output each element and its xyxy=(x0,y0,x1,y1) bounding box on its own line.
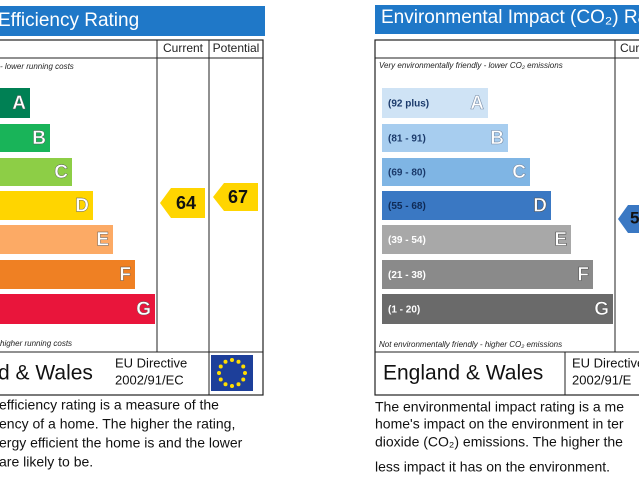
title-bar xyxy=(375,5,639,34)
description-line: are likely to be. xyxy=(0,454,93,470)
band-bar xyxy=(0,191,93,220)
column-header: Cur xyxy=(620,41,639,55)
band-letter: C xyxy=(54,162,68,183)
band-letter: B xyxy=(32,128,46,149)
flag-star xyxy=(230,384,234,388)
description-line: ency of a home. The higher the rating, xyxy=(0,416,235,432)
energy-panel: Efficiency Rating Current Potential - lo… xyxy=(0,6,265,470)
flag-star xyxy=(230,358,234,362)
band-range: (55 - 68) xyxy=(388,201,426,212)
band-letter: C xyxy=(512,162,526,183)
band-bar xyxy=(382,158,530,186)
band-letter: B xyxy=(490,128,504,149)
description-line: less impact it has on the environment. xyxy=(375,459,610,475)
band-letter: F xyxy=(119,265,131,286)
flag-star xyxy=(217,371,221,375)
region: England & Wales xyxy=(383,362,543,385)
eu-flag xyxy=(211,355,253,391)
band-letter: E xyxy=(96,230,109,251)
table-frame xyxy=(374,39,639,396)
description-line: dioxide (CO₂) emissions. The higher the xyxy=(375,434,623,450)
flag-star xyxy=(218,364,223,369)
bottom-note: higher running costs xyxy=(0,339,72,348)
band-letter: G xyxy=(594,299,609,320)
current-arrow xyxy=(618,205,639,233)
band-range: (39 - 54) xyxy=(388,235,426,246)
band-bar xyxy=(0,124,50,152)
flag-star xyxy=(241,364,246,369)
band-bar xyxy=(0,158,72,186)
band-bar xyxy=(0,294,155,324)
band-bar xyxy=(382,294,613,324)
description-line: ergy efficient the home is and the lower xyxy=(0,435,243,451)
directive: EU Directive xyxy=(115,355,187,370)
flag-star xyxy=(218,377,223,382)
bands: (92 plus) A (81 - 91) B (69 - 80) C (55 - 68) D… xyxy=(382,88,613,324)
directive: 2002/91/EC xyxy=(115,372,184,387)
flag-star xyxy=(236,359,241,364)
band-bar xyxy=(382,191,551,220)
directive: EU Directive xyxy=(572,355,639,370)
potential-rating: 67 xyxy=(228,187,248,207)
band-range: (1 - 20) xyxy=(388,305,420,316)
flag-star xyxy=(241,377,246,382)
current-arrow xyxy=(160,188,205,218)
current-rating: 64 xyxy=(176,193,196,213)
band-bar xyxy=(382,88,488,118)
band-letter: A xyxy=(12,93,26,114)
description-line: home's impact on the environment in ter xyxy=(375,416,624,432)
band-letter: G xyxy=(136,299,151,320)
band-bar xyxy=(0,260,135,289)
top-note: - lower running costs xyxy=(0,62,74,71)
directive: 2002/91/E xyxy=(572,372,632,387)
column-header: Potential xyxy=(213,41,260,55)
description-line: The environmental impact rating is a me xyxy=(375,399,624,415)
band-bar xyxy=(382,124,508,152)
flag-star xyxy=(236,382,241,387)
band-bar xyxy=(0,88,30,118)
band-letter: F xyxy=(577,265,589,286)
flag-star xyxy=(223,359,228,364)
band-range: (21 - 38) xyxy=(388,270,426,281)
column-header: Current xyxy=(163,41,204,55)
band-letter: D xyxy=(533,196,547,217)
flag-star xyxy=(223,382,228,387)
band-letter: A xyxy=(470,93,484,114)
band-range: (69 - 80) xyxy=(388,168,426,179)
band-range: (92 plus) xyxy=(388,99,429,110)
title-bar xyxy=(0,6,265,36)
potential-arrow xyxy=(213,183,258,211)
band-letter: D xyxy=(75,196,89,217)
panel-title: Efficiency Rating xyxy=(0,10,139,31)
environment-panel: Environmental Impact (CO₂) Ra Cur Very e… xyxy=(374,5,639,475)
band-bar xyxy=(382,225,571,254)
panel-title: Environmental Impact (CO₂) Ra xyxy=(381,7,639,28)
description-line: efficiency rating is a measure of the xyxy=(0,397,219,413)
bottom-note: Not environmentally friendly - higher CO… xyxy=(379,340,562,349)
band-bar xyxy=(382,260,593,289)
current-rating: 5 xyxy=(630,208,639,227)
band-range: (81 - 91) xyxy=(388,134,426,145)
table-frame xyxy=(0,39,264,396)
top-note: Very environmentally friendly - lower CO… xyxy=(379,61,563,70)
band-letter: E xyxy=(554,230,567,251)
region: d & Wales xyxy=(0,362,93,385)
band-bar xyxy=(0,225,113,254)
flag-star xyxy=(243,371,247,375)
